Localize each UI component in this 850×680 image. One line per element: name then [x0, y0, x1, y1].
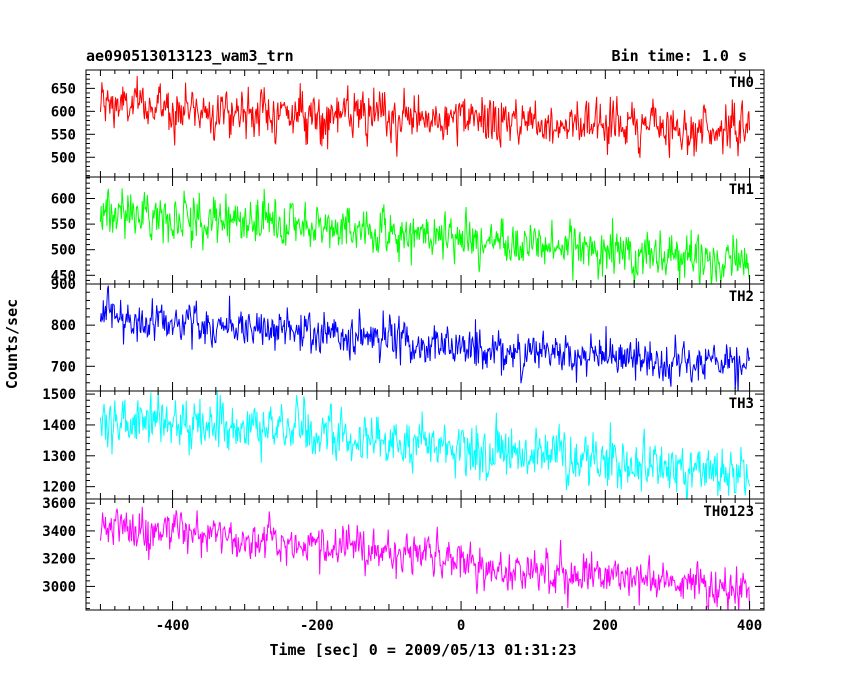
- panel-label-th0: TH0: [729, 75, 754, 91]
- y-tick-label: 800: [51, 318, 76, 334]
- y-tick-label: 600: [51, 104, 76, 120]
- y-tick-label: 450: [51, 268, 76, 284]
- panel-label-th2: TH2: [729, 289, 754, 305]
- x-tick-label: 400: [737, 618, 762, 634]
- x-tick-label: -400: [156, 618, 190, 634]
- y-tick-label: 1500: [42, 387, 76, 403]
- y-tick-label: 600: [51, 192, 76, 208]
- y-tick-label: 550: [51, 217, 76, 233]
- y-tick-label: 1400: [42, 418, 76, 434]
- x-tick-label: 0: [457, 618, 465, 634]
- bin-time-label: Bin time: 1.0 s: [612, 47, 747, 65]
- y-axis-title: Counts/sec: [3, 299, 21, 389]
- y-tick-label: 500: [51, 150, 76, 166]
- x-tick-label: 200: [593, 618, 618, 634]
- y-tick-label: 1200: [42, 480, 76, 496]
- panel-label-th1: TH1: [729, 182, 754, 198]
- y-tick-label: 3000: [42, 579, 76, 595]
- x-tick-label: -200: [300, 618, 334, 634]
- panel-th0: 500 550 600 650 TH0: [51, 69, 765, 178]
- x-axis-title: Time [sec] 0 = 2009/05/13 01:31:23: [269, 641, 576, 659]
- y-tick-label: 1300: [42, 449, 76, 465]
- panel-th1: 450 500 550 600 TH1: [51, 176, 765, 285]
- y-tick-label: 650: [51, 81, 76, 97]
- y-tick-label: 3400: [42, 524, 76, 540]
- panel-frame: [85, 390, 765, 500]
- y-tick-label: 550: [51, 127, 76, 143]
- panel-th2: 700 800 900 TH2: [51, 277, 765, 392]
- y-tick-label: 3200: [42, 552, 76, 568]
- y-tick-label: 500: [51, 243, 76, 259]
- series-line-th3: [99, 391, 751, 499]
- y-tick-label: 700: [51, 359, 76, 375]
- series-line-th1: [99, 188, 751, 284]
- panel-label-th3: TH3: [729, 396, 754, 412]
- series-line-th2: [99, 285, 751, 391]
- panels-layer: 500 550 600 650 TH0 450 500 550 600 TH1 700 800 900 T…: [42, 69, 765, 634]
- chart-title: ae090513013123_wam3_trn: [86, 47, 294, 65]
- panel-frame: [85, 498, 765, 611]
- series-line-th0123: [99, 506, 751, 610]
- panel-th0123: 3000 3200 3400 3600 TH0123: [42, 496, 765, 611]
- panel-label-th0123: TH0123: [703, 504, 754, 520]
- y-tick-label: 3600: [42, 496, 76, 512]
- series-line-th0: [99, 75, 751, 158]
- panel-th3: 1200 1300 1400 1500 TH3: [42, 387, 765, 500]
- y-tick-label: 900: [51, 277, 76, 293]
